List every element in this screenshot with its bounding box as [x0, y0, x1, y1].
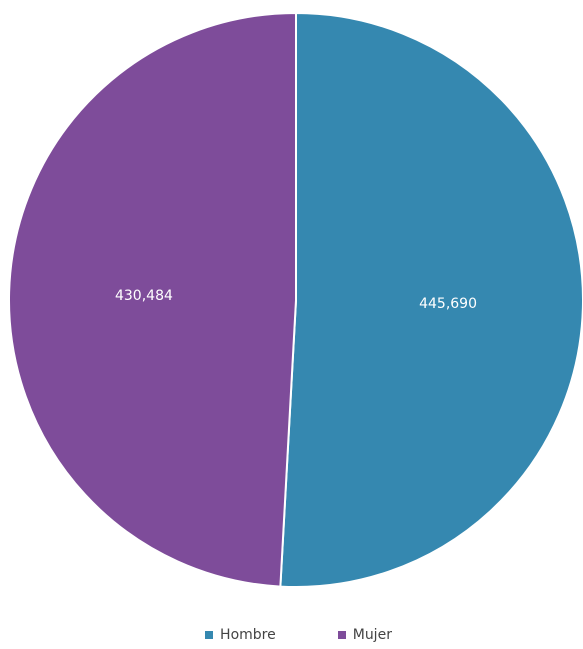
- pie-label-hombre: 445,690: [419, 296, 477, 312]
- legend-item-hombre[interactable]: Hombre: [205, 627, 276, 643]
- legend-label-mujer: Mujer: [352, 627, 392, 643]
- legend-item-mujer[interactable]: Mujer: [337, 627, 392, 643]
- pie-slice-mujer[interactable]: [7, 11, 297, 588]
- legend-label-hombre: Hombre: [220, 627, 276, 643]
- legend-swatch-mujer: [337, 631, 346, 639]
- pie-slices: [7, 11, 583, 588]
- pie-label-mujer: 430,484: [115, 288, 173, 304]
- pie-labels: 445,690 430,484: [115, 288, 477, 312]
- chart-legend: Hombre Mujer: [0, 623, 583, 647]
- legend-swatch-hombre: [205, 631, 214, 639]
